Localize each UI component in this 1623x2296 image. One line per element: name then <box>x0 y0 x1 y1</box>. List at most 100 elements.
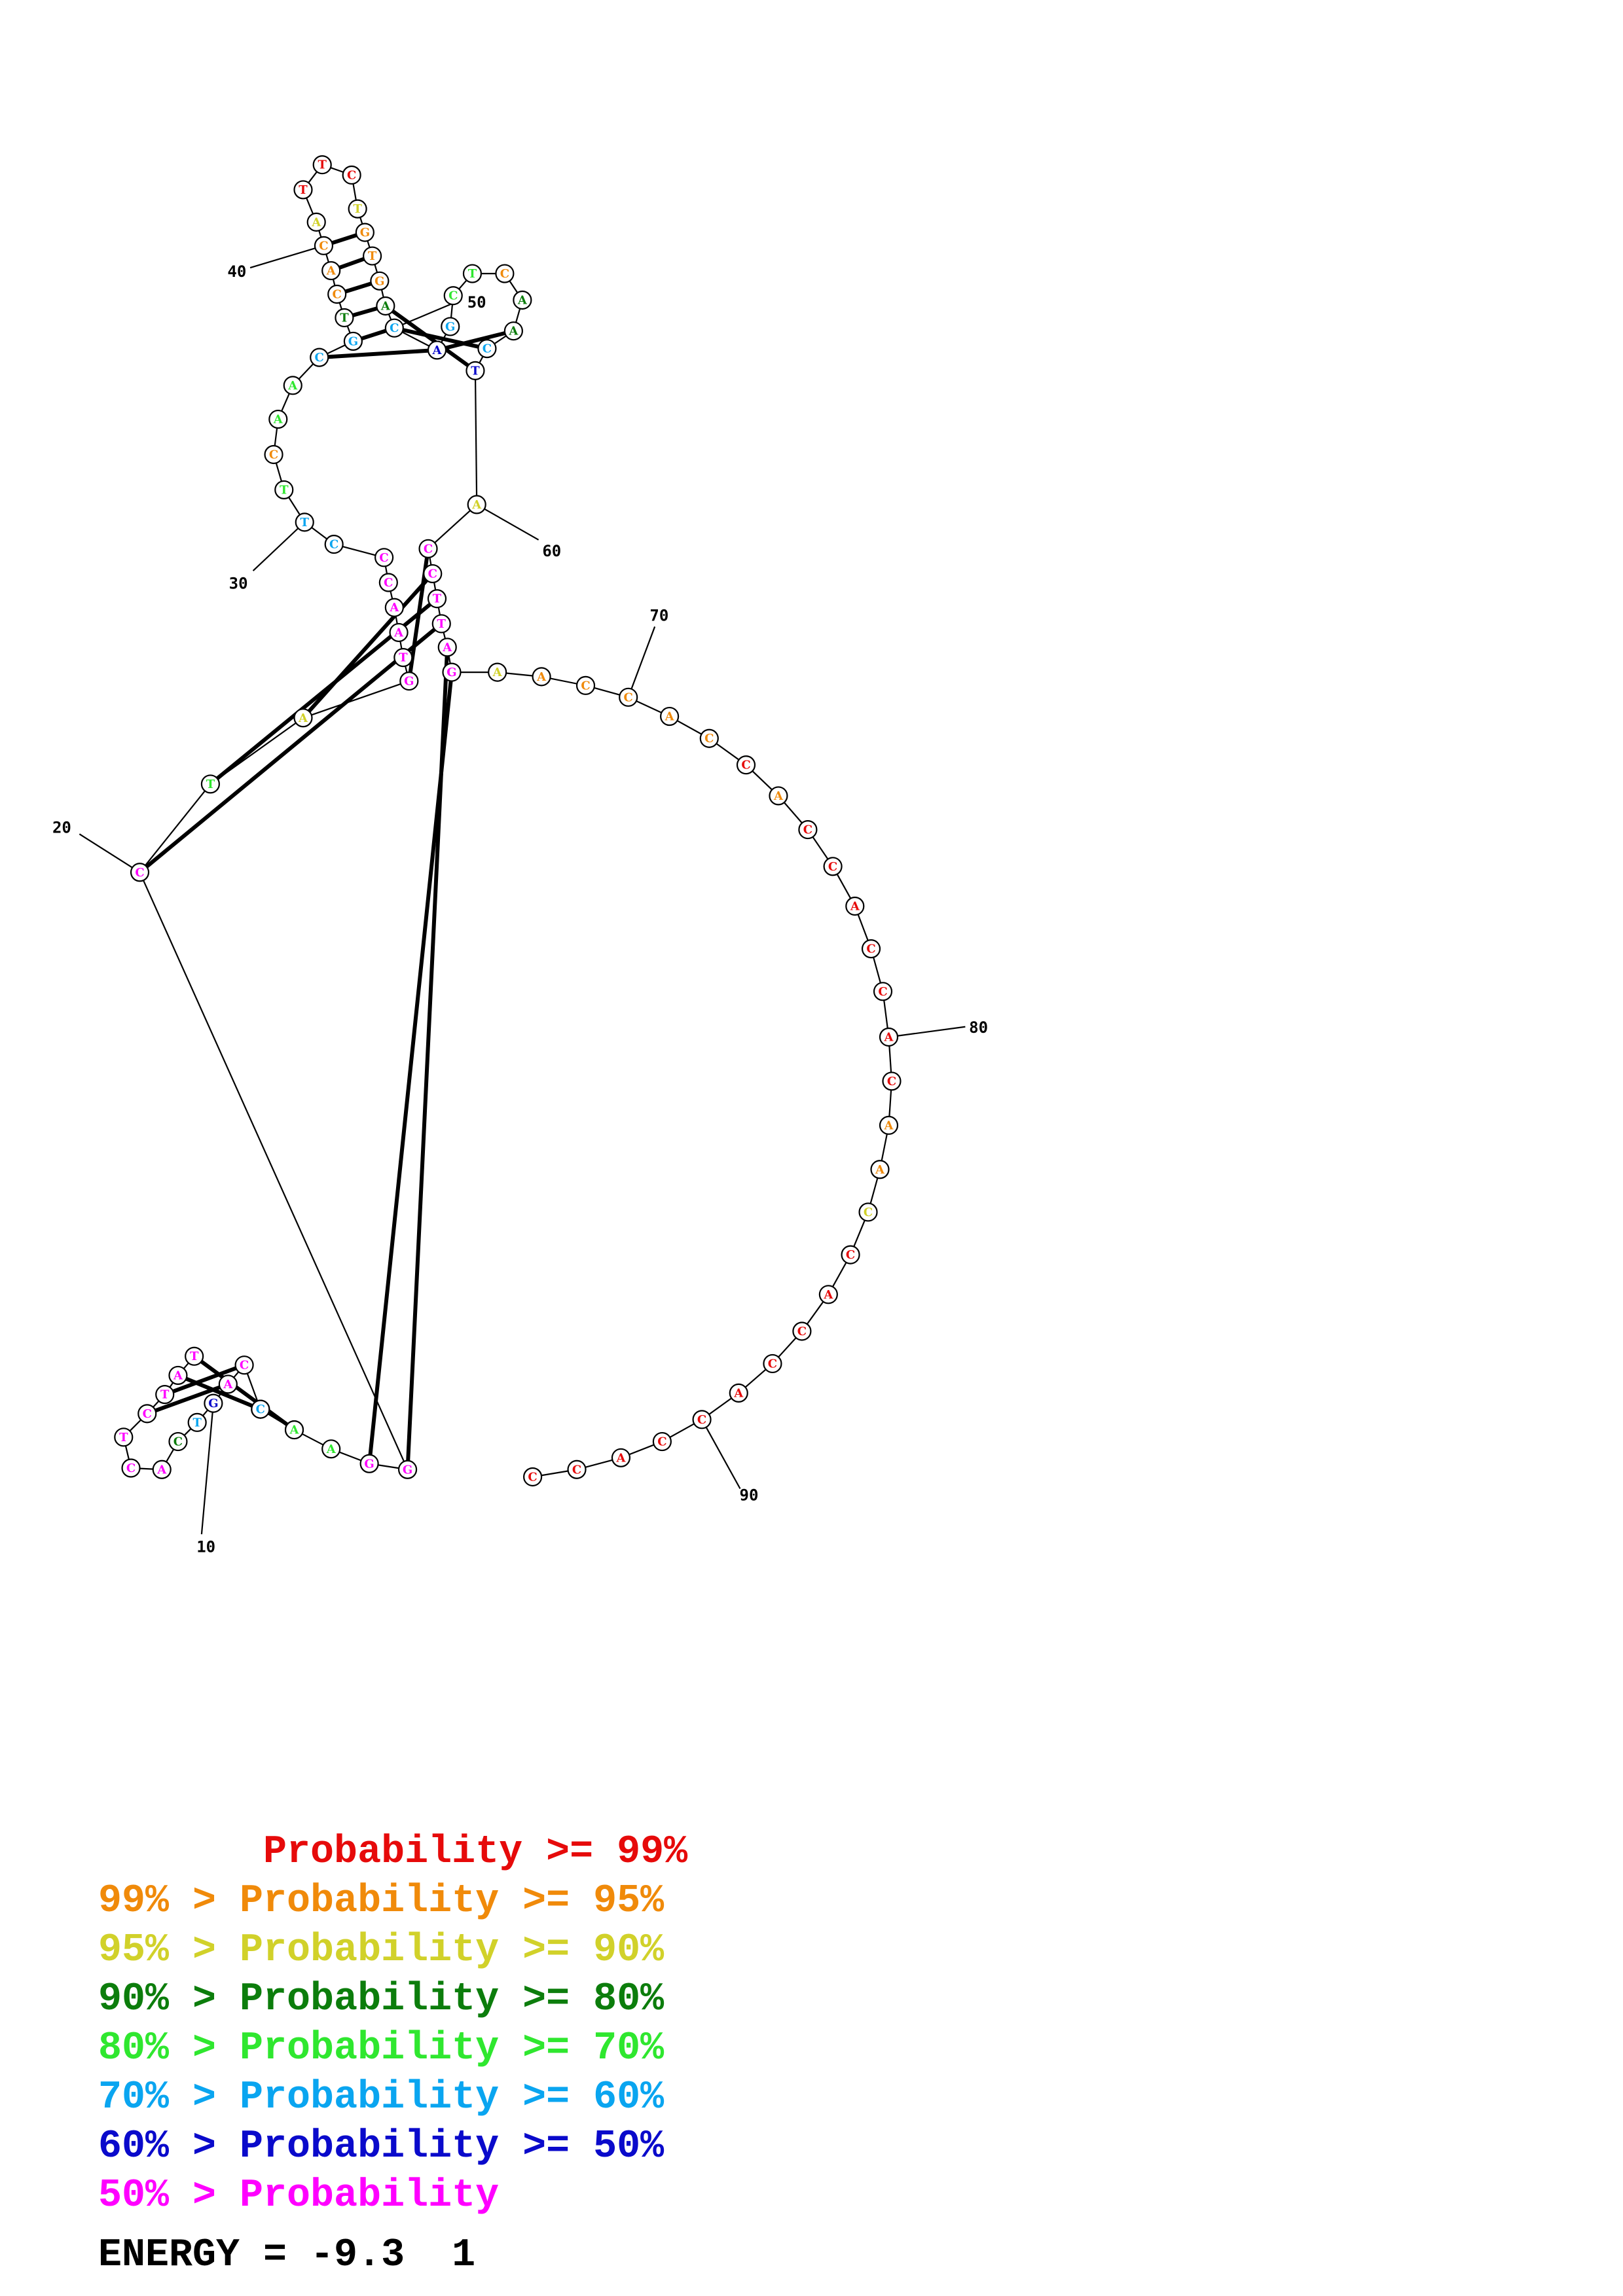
nucleotide-base-letter: C <box>741 759 750 772</box>
index-label-tick <box>701 1419 741 1490</box>
nucleotide-circle <box>384 598 404 617</box>
nucleotide-83: A <box>870 1160 890 1179</box>
nucleotide-base-letter: C <box>846 1248 855 1262</box>
nucleotide-base-letter: C <box>379 551 388 565</box>
nucleotide-81: C <box>882 1071 902 1091</box>
base-pair-bond <box>138 622 443 874</box>
nucleotide-base-letter: A <box>665 710 675 724</box>
nucleotide-17: A <box>321 1439 341 1459</box>
nucleotide-circle <box>879 1027 899 1047</box>
nucleotide-circle <box>306 212 326 232</box>
nucleotide-93: C <box>567 1460 587 1479</box>
index-labels: 10 20 30 40 50 60 70 80 90 <box>52 262 988 1556</box>
nucleotide-base-letter: T <box>119 1431 128 1444</box>
nucleotide-circle <box>652 1431 672 1452</box>
nucleotide-circle <box>363 246 382 266</box>
nucleotide-circle <box>335 308 354 328</box>
nucleotide-circle <box>293 180 313 200</box>
nucleotide-base-letter: T <box>353 202 362 216</box>
nucleotide-56: A <box>513 290 532 310</box>
nucleotide-base-letter: C <box>483 342 492 356</box>
nucleotide-circle <box>264 444 283 465</box>
nucleotide-base-letter: T <box>301 516 310 529</box>
nucleotide-9: T <box>187 1412 207 1432</box>
nucleotide-40: C <box>314 236 334 255</box>
nucleotide-base-letter: A <box>380 299 391 313</box>
nucleotide-32: C <box>264 444 283 465</box>
nucleotide-base-letter: C <box>269 448 278 461</box>
nucleotide-23: G <box>399 672 419 691</box>
nucleotide-circle <box>234 1355 254 1375</box>
base-pair-bond <box>177 1373 261 1411</box>
nucleotide-base-letter: C <box>143 1407 152 1421</box>
nucleotide-circle <box>121 1458 141 1478</box>
index-label-80: 80 <box>969 1018 988 1037</box>
nucleotide-64: T <box>431 614 451 634</box>
nucleotide-base-letter: C <box>572 1463 581 1477</box>
nucleotide-circle <box>355 223 374 242</box>
nucleotide-base-letter: A <box>287 379 298 393</box>
nucleotide-base-letter: G <box>374 274 384 288</box>
nucleotide-circle <box>532 667 551 687</box>
nucleotide-18: G <box>359 1454 379 1473</box>
nucleotide-75: C <box>798 820 818 840</box>
legend-line-below-50: 50% > Probability <box>98 2174 500 2218</box>
index-label-tick <box>200 1403 214 1535</box>
nucleotide-72: C <box>699 728 719 748</box>
nucleotide-5: T <box>114 1427 134 1447</box>
nucleotide-base-letter: A <box>733 1386 744 1400</box>
index-label-tick <box>393 299 461 329</box>
nucleotide-39: A <box>321 260 341 281</box>
nucleotide-49: A <box>376 296 395 316</box>
nucleotide-circle <box>268 409 288 429</box>
nucleotide-base-letter: C <box>768 1357 777 1371</box>
nucleotide-base-letter: C <box>657 1435 666 1449</box>
nucleotide-43: T <box>312 155 332 175</box>
nucleotide-51: A <box>427 340 447 360</box>
nucleotide-65: A <box>437 637 457 657</box>
nucleotide-base-letter: T <box>318 158 327 172</box>
nucleotide-28: C <box>374 548 394 567</box>
nucleotide-74: A <box>769 786 788 806</box>
nucleotide-circle <box>841 1245 860 1265</box>
nucleotide-circle <box>370 271 390 291</box>
nucleotide-base-letter: C <box>448 289 458 303</box>
nucleotide-base-letter: G <box>404 675 414 689</box>
nucleotide-circle <box>462 264 483 283</box>
nucleotide-54: T <box>462 264 483 283</box>
nucleotide-11: A <box>218 1374 238 1394</box>
nucleotide-base-letter: G <box>348 334 358 348</box>
nucleotide-67: A <box>488 662 507 682</box>
nucleotide-base-letter: A <box>389 601 399 615</box>
nucleotide-circle <box>314 236 334 255</box>
nucleotide-4: C <box>137 1404 157 1424</box>
nucleotide-47: T <box>363 246 382 266</box>
nucleotide-circle <box>845 896 865 916</box>
nucleotide-57: A <box>503 321 523 341</box>
nucleotide-circle <box>427 589 447 609</box>
nucleotide-base-letter: G <box>360 226 370 240</box>
nucleotide-27: C <box>378 573 398 592</box>
nucleotide-base-letter: C <box>803 823 812 837</box>
nucleotide-42: T <box>293 180 313 200</box>
nucleotide-base-letter: C <box>624 691 633 704</box>
nucleotide-33: A <box>268 409 288 429</box>
nucleotide-circle <box>441 317 460 336</box>
index-label-50: 50 <box>467 293 486 312</box>
base-pair-bond <box>384 304 477 372</box>
nucleotide-87: C <box>792 1321 812 1341</box>
base-pair-bond <box>319 348 437 360</box>
index-label-30: 30 <box>229 574 248 592</box>
nucleotide-86: A <box>818 1285 838 1304</box>
nucleotide-89: A <box>729 1383 748 1403</box>
nucleotide-circle <box>729 1383 748 1403</box>
nucleotide-circle <box>879 1115 899 1135</box>
nucleotide-79: C <box>873 982 893 1001</box>
nucleotide-circle <box>168 1365 188 1386</box>
nucleotide-circle <box>389 622 409 643</box>
nucleotide-base-letter: C <box>581 679 590 692</box>
nucleotide-circle <box>321 1439 341 1459</box>
nucleotide-base-letter: A <box>432 344 443 357</box>
nucleotide-circle <box>769 786 788 806</box>
